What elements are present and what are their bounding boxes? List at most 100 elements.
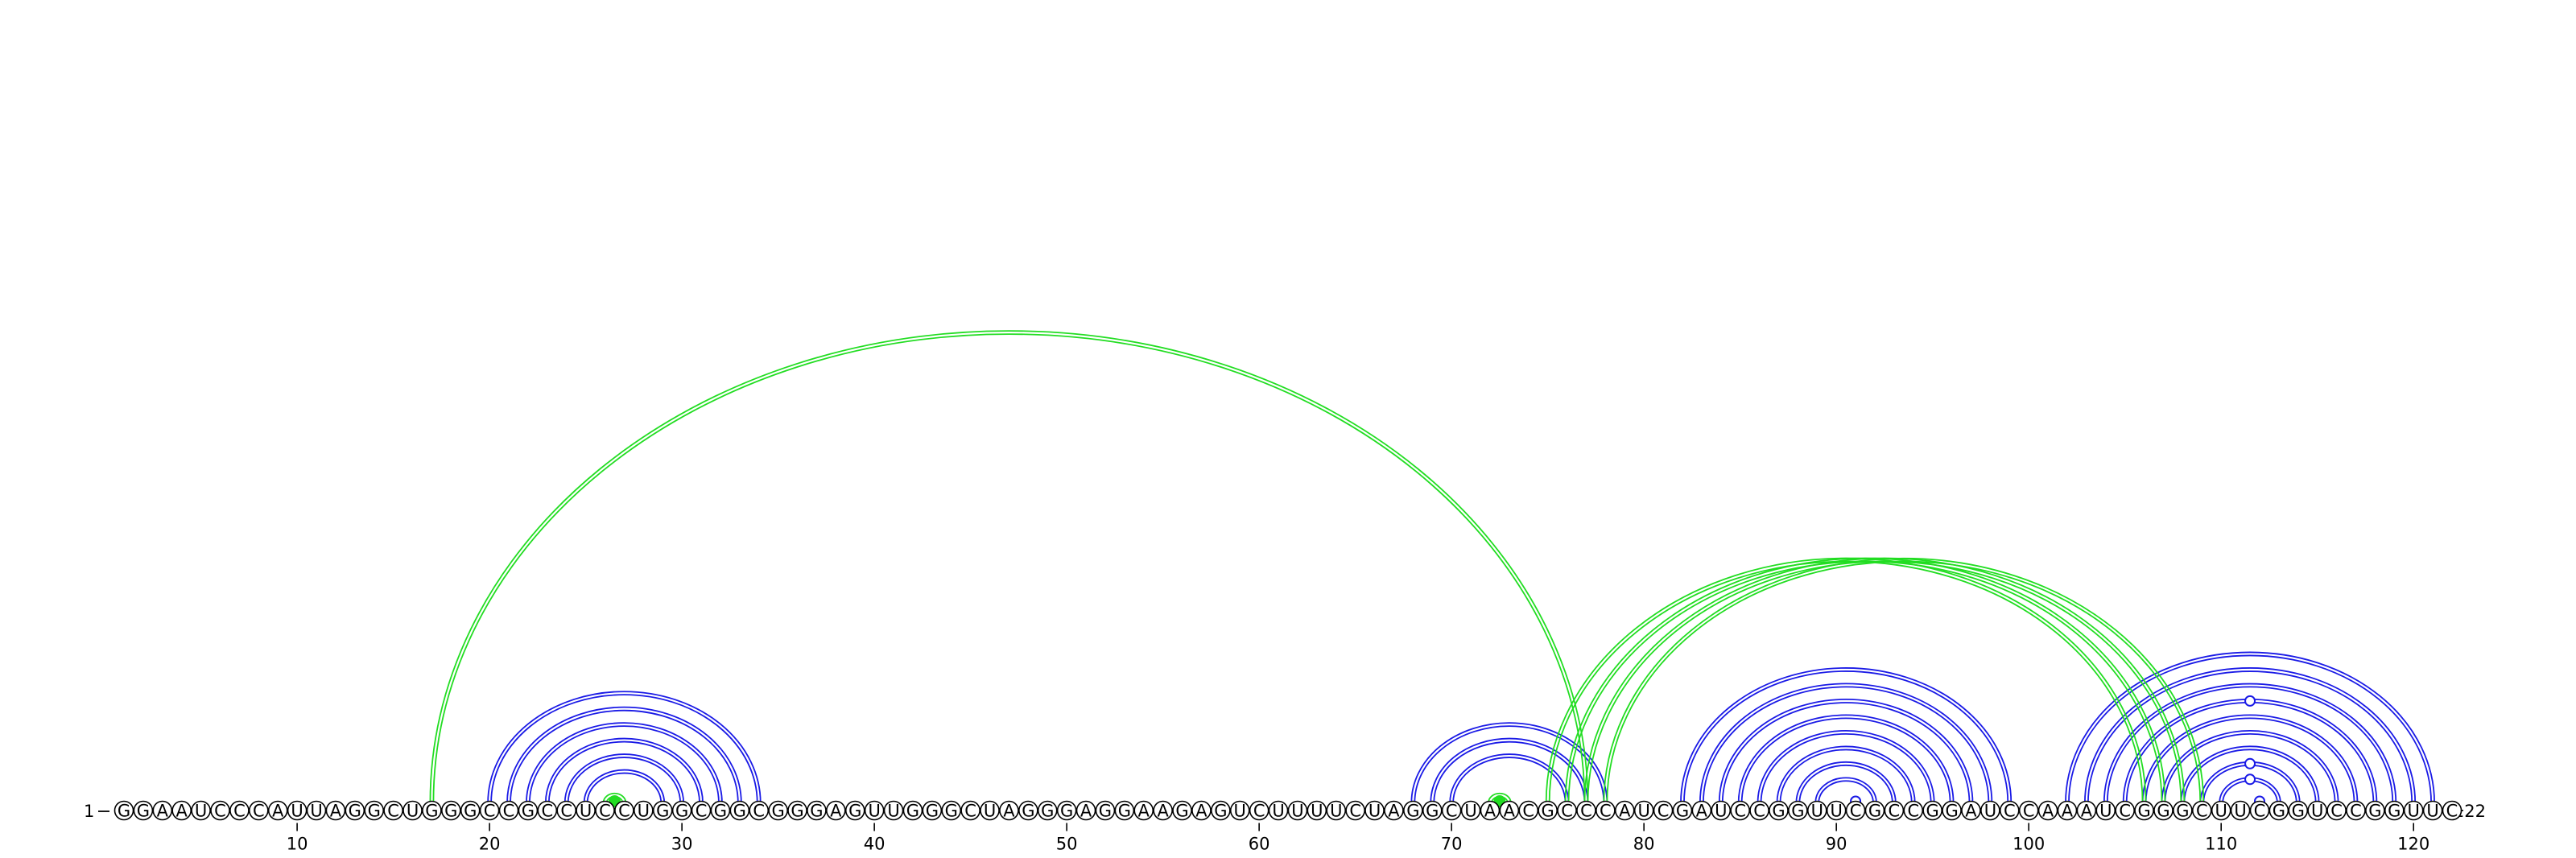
nucleotide-circle — [2346, 800, 2366, 821]
nucleotide-letter: U — [1291, 802, 1303, 821]
open-loop-marker-arc-110-113 — [2244, 773, 2256, 786]
nucleotide-74: C — [1518, 800, 1539, 821]
nucleotide-circle — [1826, 800, 1847, 821]
nucleotide-92: G — [1864, 800, 1885, 821]
nucleotide-circle — [1191, 800, 1212, 821]
nucleotide-46: U — [980, 800, 1000, 821]
nucleotide-letter: U — [1464, 802, 1476, 821]
nucleotide-circle — [729, 800, 750, 821]
green-pair-arc-76-107-strand-2 — [1567, 560, 2163, 803]
nucleotide-86: C — [1749, 800, 1769, 821]
nucleotide-115: U — [2307, 800, 2327, 821]
nucleotide-letter: G — [771, 802, 784, 821]
nucleotide-letter: A — [1484, 802, 1496, 821]
blue-pair-arc-20-34-strand-2 — [490, 694, 758, 803]
nucleotide-letter: U — [580, 802, 592, 821]
tick-label-90: 90 — [1826, 835, 1847, 854]
nucleotide-letter: G — [444, 802, 457, 821]
nucleotide-circle — [902, 800, 923, 821]
nucleotide-circle — [999, 800, 1019, 821]
nucleotide-circle — [383, 800, 403, 821]
nucleotide-circle — [1018, 800, 1038, 821]
nucleotide-circle — [1903, 800, 1924, 821]
nucleotide-circle — [807, 800, 827, 821]
nucleotide-letter: C — [2446, 802, 2458, 821]
nucleotide-109: C — [2191, 800, 2212, 821]
nucleotide-2: G — [133, 800, 154, 821]
nucleotide-letter: C — [2254, 802, 2266, 821]
blue-pair-arc-20-34-strand-1 — [487, 691, 762, 803]
nucleotide-circle — [864, 800, 885, 821]
nucleotide-circle — [1614, 800, 1635, 821]
nucleotide-circle — [691, 800, 712, 821]
nucleotide-41: U — [883, 800, 904, 821]
nucleotide-121: U — [2422, 800, 2443, 821]
nucleotide-letter: G — [2273, 802, 2285, 821]
nucleotide-circle — [2191, 800, 2212, 821]
nucleotide-25: U — [576, 800, 596, 821]
nucleotide-79: A — [1614, 800, 1635, 821]
nucleotide-circle — [402, 800, 423, 821]
nucleotide-letter: G — [1099, 802, 1112, 821]
nucleotide-117: C — [2346, 800, 2366, 821]
blue-pair-arc-88-93-strand-2 — [1798, 764, 1893, 803]
nucleotide-8: C — [249, 800, 269, 821]
nucleotide-letter: U — [1272, 802, 1284, 821]
nucleotide-circle — [1999, 800, 2020, 821]
nucleotide-97: A — [1961, 800, 1981, 821]
nucleotide-circle — [2249, 800, 2270, 821]
open-loop-marker-arc-105-118 — [2244, 695, 2256, 707]
nucleotide-letter: C — [1580, 802, 1592, 821]
nucleotide-63: U — [1307, 800, 1327, 821]
nucleotide-84: U — [1711, 800, 1732, 821]
nucleotide-letter: A — [330, 802, 342, 821]
nucleotide-letter: U — [1368, 802, 1381, 821]
nucleotide-circle — [1114, 800, 1135, 821]
nucleotide-circle — [922, 800, 943, 821]
nucleotide-letter: G — [1118, 802, 1131, 821]
tick-label-100: 100 — [2013, 835, 2045, 854]
nucleotide-letter: A — [1003, 802, 1015, 821]
nucleotide-letter: G — [1426, 802, 1439, 821]
nucleotide-letter: G — [2292, 802, 2305, 821]
nucleotide-35: G — [768, 800, 788, 821]
blue-pair-arc-84-97-strand-2 — [1721, 702, 1971, 803]
blue-pair-arc-86-95-strand-1 — [1757, 729, 1935, 803]
nucleotide-circle — [2095, 800, 2116, 821]
nucleotide-letter: U — [2426, 802, 2438, 821]
nucleotide-50: G — [1056, 800, 1077, 821]
nucleotide-circle — [422, 800, 442, 821]
nucleotide-120: U — [2403, 800, 2424, 821]
nucleotide-letter: A — [1195, 802, 1208, 821]
nucleotide-circle — [980, 800, 1000, 821]
nucleotide-letter: G — [425, 802, 438, 821]
nucleotide-letter: A — [1138, 802, 1150, 821]
nucleotide-100: C — [2018, 800, 2039, 821]
blue-pair-arc-85-96-strand-2 — [1740, 717, 1951, 803]
nucleotide-102: A — [2057, 800, 2078, 821]
nucleotide-letter: A — [2081, 802, 2093, 821]
nucleotide-circle — [1884, 800, 1905, 821]
blue-pair-arc-68-78-strand-1 — [1410, 723, 1608, 803]
blue-pair-arc-84-97-strand-1 — [1718, 698, 1974, 803]
nucleotide-letter: A — [1080, 802, 1092, 821]
nucleotide-letter: U — [2215, 802, 2227, 821]
nucleotide-letter: G — [2137, 802, 2150, 821]
blue-pair-arc-106-117-strand-1 — [2141, 714, 2359, 803]
nucleotide-letter: A — [272, 802, 284, 821]
blue-pair-arc-21-33-strand-2 — [510, 710, 739, 803]
nucleotide-circle — [518, 800, 539, 821]
blue-pair-arc-22-32-strand-2 — [529, 725, 720, 803]
nucleotide-circle — [1518, 800, 1539, 821]
nucleotide-letter: A — [830, 802, 842, 821]
nucleotide-letter: C — [2023, 802, 2035, 821]
nucleotide-circle — [2422, 800, 2443, 821]
loop-markers — [608, 695, 2265, 807]
nucleotide-103: A — [2076, 800, 2097, 821]
nucleotide-65: C — [1345, 800, 1365, 821]
nucleotide-letter: C — [2330, 802, 2343, 821]
nucleotide-circle — [1538, 800, 1558, 821]
nucleotide-letter: G — [1676, 802, 1689, 821]
nucleotide-89: U — [1806, 800, 1827, 821]
